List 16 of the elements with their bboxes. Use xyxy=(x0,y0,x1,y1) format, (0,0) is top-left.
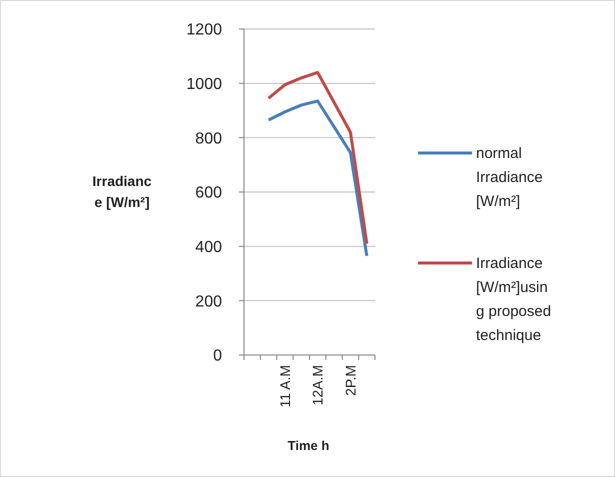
x-tick-label: 12A.M xyxy=(310,365,326,406)
y-tick-label: 600 xyxy=(195,184,222,202)
x-axis-title: Time h xyxy=(288,438,330,453)
y-axis-title: Irradiance [W/m²] xyxy=(92,173,152,210)
y-tick-label: 0 xyxy=(213,348,222,365)
legend-label: normal Irradiance [W/m²] xyxy=(476,145,543,210)
y-tick-label: 400 xyxy=(195,238,222,256)
y-tick-label: 200 xyxy=(195,293,222,310)
line-series xyxy=(267,99,368,258)
y-tick-label: 1200 xyxy=(186,22,222,39)
line-series xyxy=(267,70,368,246)
y-tick-label: 1000 xyxy=(186,76,222,93)
x-tick-label: 2P.M xyxy=(342,365,358,396)
legend-label: Irradiance [W/m²]using proposed technique xyxy=(476,255,552,344)
x-tick-label: 11 A.M xyxy=(276,365,293,408)
y-tick-label: 800 xyxy=(195,130,222,148)
